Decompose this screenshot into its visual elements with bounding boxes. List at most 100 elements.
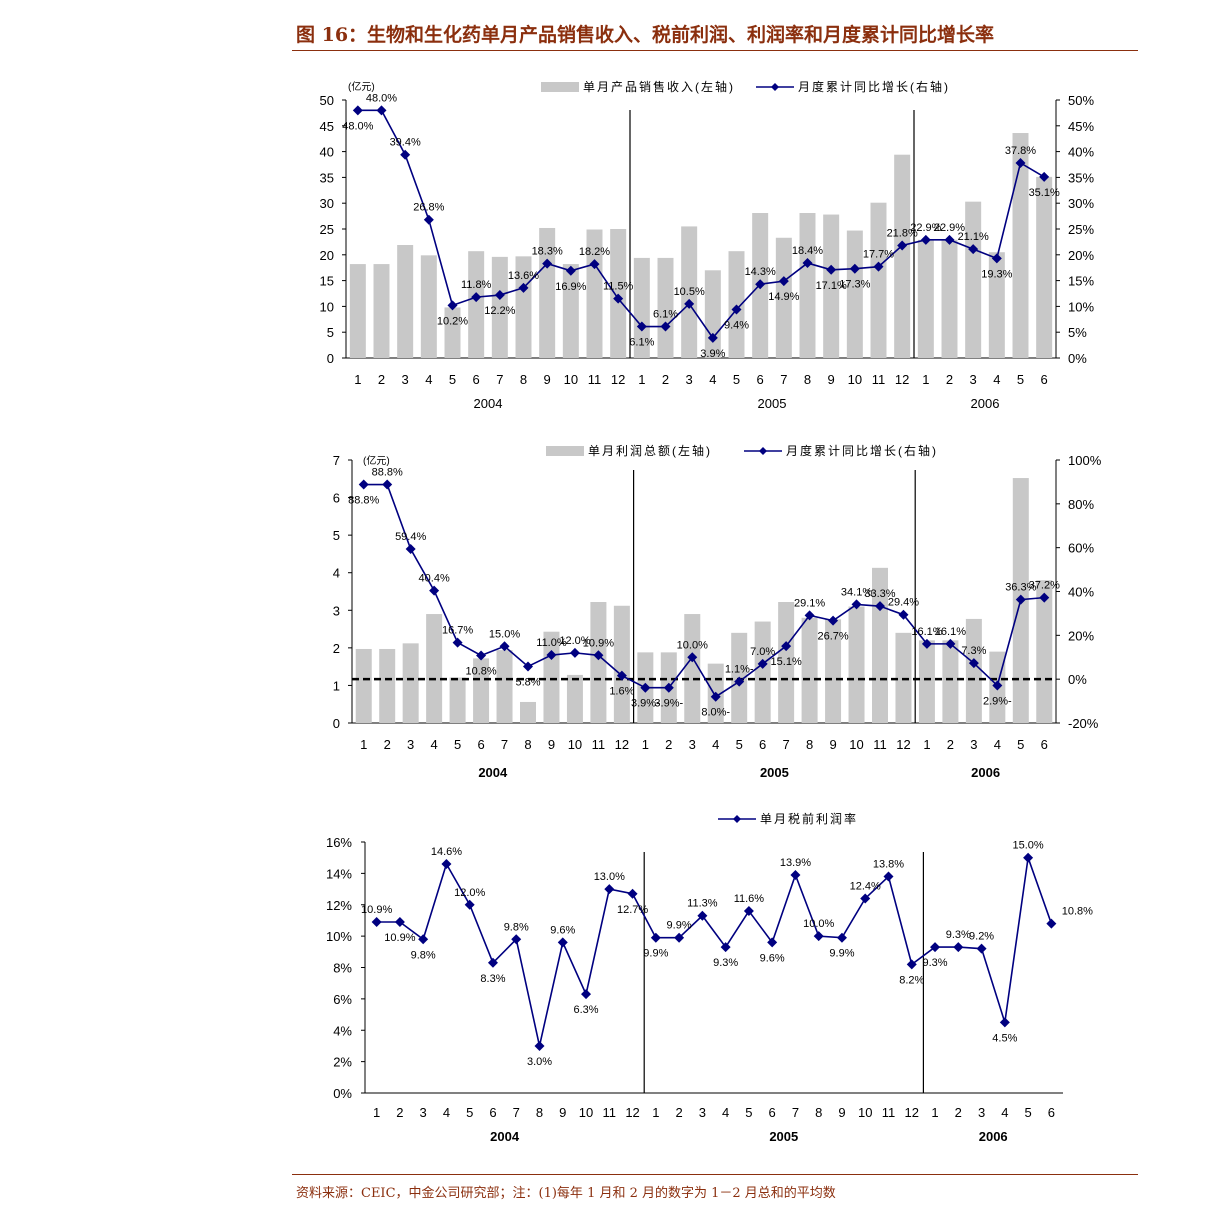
year-label: 2004 [478, 765, 508, 780]
month-label: 11 [588, 372, 602, 387]
legend-marker [759, 447, 767, 455]
year-label: 2006 [979, 1129, 1008, 1144]
line-marker [593, 650, 604, 661]
bar [681, 226, 698, 358]
month-label: 7 [501, 737, 508, 752]
line-marker [778, 276, 789, 287]
left-tick-label: 30 [320, 196, 334, 211]
month-label: 5 [736, 737, 743, 752]
line-marker [734, 676, 745, 687]
bar [799, 213, 816, 358]
month-label: 5 [454, 737, 461, 752]
month-label: 9 [559, 1105, 566, 1120]
line-marker [476, 650, 487, 661]
data-label: 36.3% [1005, 582, 1036, 594]
line-marker [968, 244, 979, 255]
right-tick-label: 35% [1068, 170, 1094, 185]
bar [496, 650, 513, 723]
source-note: 资料来源：CEIC，中金公司研究部；注：(1)每年 1 月和 2 月的数字为 1… [296, 1186, 836, 1201]
line-marker [684, 298, 695, 309]
month-label: 5 [733, 372, 740, 387]
month-label: 1 [360, 737, 367, 752]
data-label: 35.1% [1029, 187, 1060, 199]
data-label: 3.9% [700, 348, 725, 360]
month-label: 5 [1024, 1105, 1031, 1120]
left-tick-label: 3 [333, 603, 340, 618]
month-label: 9 [828, 372, 835, 387]
line-marker [511, 934, 522, 945]
data-label: 48.0% [342, 120, 373, 132]
month-label: 3 [978, 1105, 985, 1120]
line-marker [589, 259, 600, 270]
line-marker [447, 300, 458, 311]
data-label: 9.3% [922, 957, 947, 969]
line-marker [546, 650, 557, 661]
bar [1012, 133, 1029, 358]
month-label: 10 [564, 372, 578, 387]
right-tick-label: 20% [1068, 628, 1094, 643]
data-label: 10.0% [677, 639, 708, 651]
month-label: 11 [603, 1105, 617, 1120]
line-marker [565, 265, 576, 276]
month-label: 1 [922, 372, 929, 387]
data-label: 13.0% [594, 871, 625, 883]
bar [491, 256, 508, 358]
line-marker [452, 637, 463, 648]
month-label: 4 [709, 372, 716, 387]
month-label: 4 [1001, 1105, 1008, 1120]
data-label: 16.9% [555, 281, 586, 293]
month-label: 3 [420, 1105, 427, 1120]
year-label: 2005 [769, 1129, 798, 1144]
data-label: 4.5% [992, 1032, 1017, 1044]
month-label: 12 [611, 372, 625, 387]
line-marker [921, 638, 932, 649]
line-marker [640, 682, 651, 693]
month-label: 6 [489, 1105, 496, 1120]
line-marker [376, 105, 387, 116]
line-marker [1023, 852, 1034, 863]
line-marker [906, 959, 917, 970]
data-label: 9.6% [550, 924, 575, 936]
data-label: 11.8% [461, 279, 492, 291]
data-label: 11.3% [687, 898, 718, 910]
data-label: 37.2% [1029, 580, 1060, 592]
data-label: 10.5% [674, 286, 705, 298]
profit-chart: 01234567-20%0%20%40%60%80%100%(亿元)88.8%8… [333, 443, 1102, 780]
left-tick-label: 8% [333, 961, 352, 976]
data-label: 9.6% [760, 952, 785, 964]
left-tick-label: 5 [327, 325, 334, 340]
month-label: 8 [524, 737, 531, 752]
month-label: 11 [872, 372, 886, 387]
right-tick-label: 80% [1068, 497, 1094, 512]
data-label: 48.0% [366, 92, 397, 104]
line-marker [757, 658, 768, 669]
data-label: 9.9% [643, 948, 668, 960]
line-marker [1015, 157, 1026, 168]
left-tick-label: 40 [320, 145, 334, 160]
data-label: 12.4% [850, 880, 881, 892]
month-label: 6 [1041, 737, 1048, 752]
month-label: 8 [806, 737, 813, 752]
right-tick-label: 20% [1068, 248, 1094, 263]
month-label: 6 [769, 1105, 776, 1120]
month-label: 12 [905, 1105, 919, 1120]
month-label: 5 [449, 372, 456, 387]
left-tick-label: 1 [333, 678, 340, 693]
month-label: 8 [536, 1105, 543, 1120]
bar [397, 244, 414, 358]
month-label: 1 [923, 737, 930, 752]
left-tick-label: 15 [320, 274, 334, 289]
data-label: 40.4% [419, 573, 450, 585]
line-marker [883, 871, 894, 882]
line-marker [710, 691, 721, 702]
month-label: 2 [946, 372, 953, 387]
line-marker [851, 599, 862, 610]
bar [988, 252, 1005, 358]
bar [870, 202, 887, 358]
data-label: 17.7% [863, 249, 894, 261]
data-label: 16.1% [911, 626, 942, 638]
month-label: 9 [548, 737, 555, 752]
line-marker [968, 658, 979, 669]
left-tick-label: 10 [320, 299, 334, 314]
month-label: 2 [384, 737, 391, 752]
